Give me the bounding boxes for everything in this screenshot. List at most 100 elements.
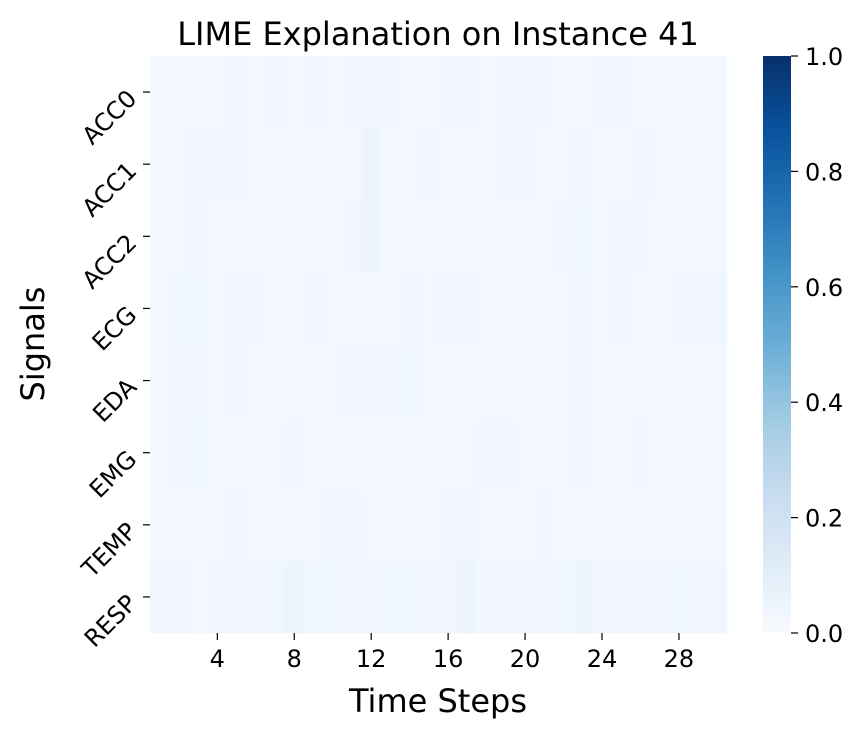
heatmap-cell [438, 488, 459, 562]
heatmap-cell [207, 344, 228, 418]
y-tick-label: TEMP [76, 517, 142, 583]
heatmap-cell [226, 200, 247, 273]
x-tick-label: 8 [287, 645, 302, 673]
heatmap-cell [284, 128, 305, 201]
heatmap-cell [323, 488, 343, 562]
heatmap-cell [553, 344, 574, 418]
heatmap-cell [573, 200, 593, 273]
heatmap-cell [380, 272, 401, 345]
heatmap-cell [438, 416, 459, 490]
heatmap-cell [361, 344, 382, 418]
heatmap-cell [630, 560, 651, 634]
heatmap-cell [342, 200, 362, 273]
heatmap-cell [650, 416, 670, 490]
heatmap-cell [573, 416, 593, 490]
heatmap-cell [515, 272, 536, 345]
heatmap-cell [150, 488, 170, 562]
heatmap-cell [611, 488, 632, 562]
heatmap-cell [400, 200, 420, 273]
heatmap-cell [380, 200, 401, 273]
colorbar-tick-label: 0.4 [805, 389, 843, 417]
heatmap-cell [688, 488, 709, 562]
heatmap-cell [534, 488, 555, 562]
heatmap-cell [515, 488, 536, 562]
heatmap-cell [457, 128, 478, 201]
heatmap-cell [265, 560, 286, 634]
heatmap-cell [688, 344, 709, 418]
heatmap-cell [457, 272, 478, 345]
heatmap-cell [534, 272, 555, 345]
heatmap-cell [226, 56, 247, 129]
heatmap-cell [265, 488, 286, 562]
heatmap-cell [515, 128, 536, 201]
y-axis-label: Signals [14, 287, 52, 402]
heatmap-cell [419, 56, 439, 129]
heatmap-cell [226, 560, 247, 634]
heatmap-cell [400, 488, 420, 562]
heatmap-cell [400, 416, 420, 490]
y-tick-label: ACC1 [77, 157, 143, 223]
heatmap-cell [207, 56, 228, 129]
heatmap-cell [265, 200, 286, 273]
heatmap-cell [419, 272, 439, 345]
heatmap-cell [226, 416, 247, 490]
y-tick-label: RESP [79, 589, 142, 652]
y-tick-label: ACC2 [77, 229, 143, 295]
x-tick-label: 20 [510, 645, 541, 673]
heatmap-cell [323, 56, 343, 129]
x-axis-label: Time Steps [348, 682, 527, 720]
heatmap-cell [400, 128, 420, 201]
heatmap-cell [476, 344, 497, 418]
heatmap-cell [265, 56, 286, 129]
heatmap-cell [323, 560, 343, 634]
heatmap-cell [476, 560, 497, 634]
heatmap-cell [150, 200, 170, 273]
heatmap-cell [688, 560, 709, 634]
heatmap-cell [380, 560, 401, 634]
heatmap-cell [707, 272, 728, 345]
heatmap-cell [707, 56, 728, 129]
heatmap-cell [169, 128, 189, 201]
heatmap-cell [630, 488, 651, 562]
heatmap-cell [284, 488, 305, 562]
heatmap-cell [246, 560, 266, 634]
heatmap-cell [303, 488, 324, 562]
x-tick-label: 4 [210, 645, 225, 673]
heatmap-cells [150, 56, 728, 634]
heatmap-cell [573, 344, 593, 418]
y-tick-label: ACC0 [77, 85, 143, 151]
heatmap-cell [438, 560, 459, 634]
heatmap-cell [419, 200, 439, 273]
heatmap-cell [592, 416, 612, 490]
heatmap-cell [226, 128, 247, 201]
heatmap-cell [553, 416, 574, 490]
heatmap-cell [419, 560, 439, 634]
heatmap-cell [207, 560, 228, 634]
x-tick-label: 28 [664, 645, 695, 673]
heatmap-cell [496, 272, 516, 345]
heatmap-cell [534, 200, 555, 273]
heatmap-cell [150, 344, 170, 418]
heatmap-cell [650, 128, 670, 201]
heatmap-cell [342, 128, 362, 201]
heatmap-cell [611, 416, 632, 490]
heatmap-cell [361, 488, 382, 562]
heatmap-cell [265, 272, 286, 345]
heatmap-cell [438, 128, 459, 201]
colorbar-tick-label: 0.0 [805, 620, 843, 648]
heatmap-cell [438, 200, 459, 273]
colorbar-tick-label: 0.2 [805, 505, 843, 533]
heatmap-cell [150, 128, 170, 201]
x-tick-label: 12 [356, 645, 387, 673]
heatmap-cell [515, 416, 536, 490]
heatmap-cell [707, 344, 728, 418]
heatmap-cell [496, 56, 516, 129]
heatmap-cell [650, 272, 670, 345]
heatmap-cell [169, 272, 189, 345]
heatmap-cell [592, 272, 612, 345]
colorbar-tick-label: 0.6 [805, 274, 843, 302]
heatmap-cell [553, 56, 574, 129]
heatmap-cell [342, 344, 362, 418]
heatmap-cell [246, 200, 266, 273]
